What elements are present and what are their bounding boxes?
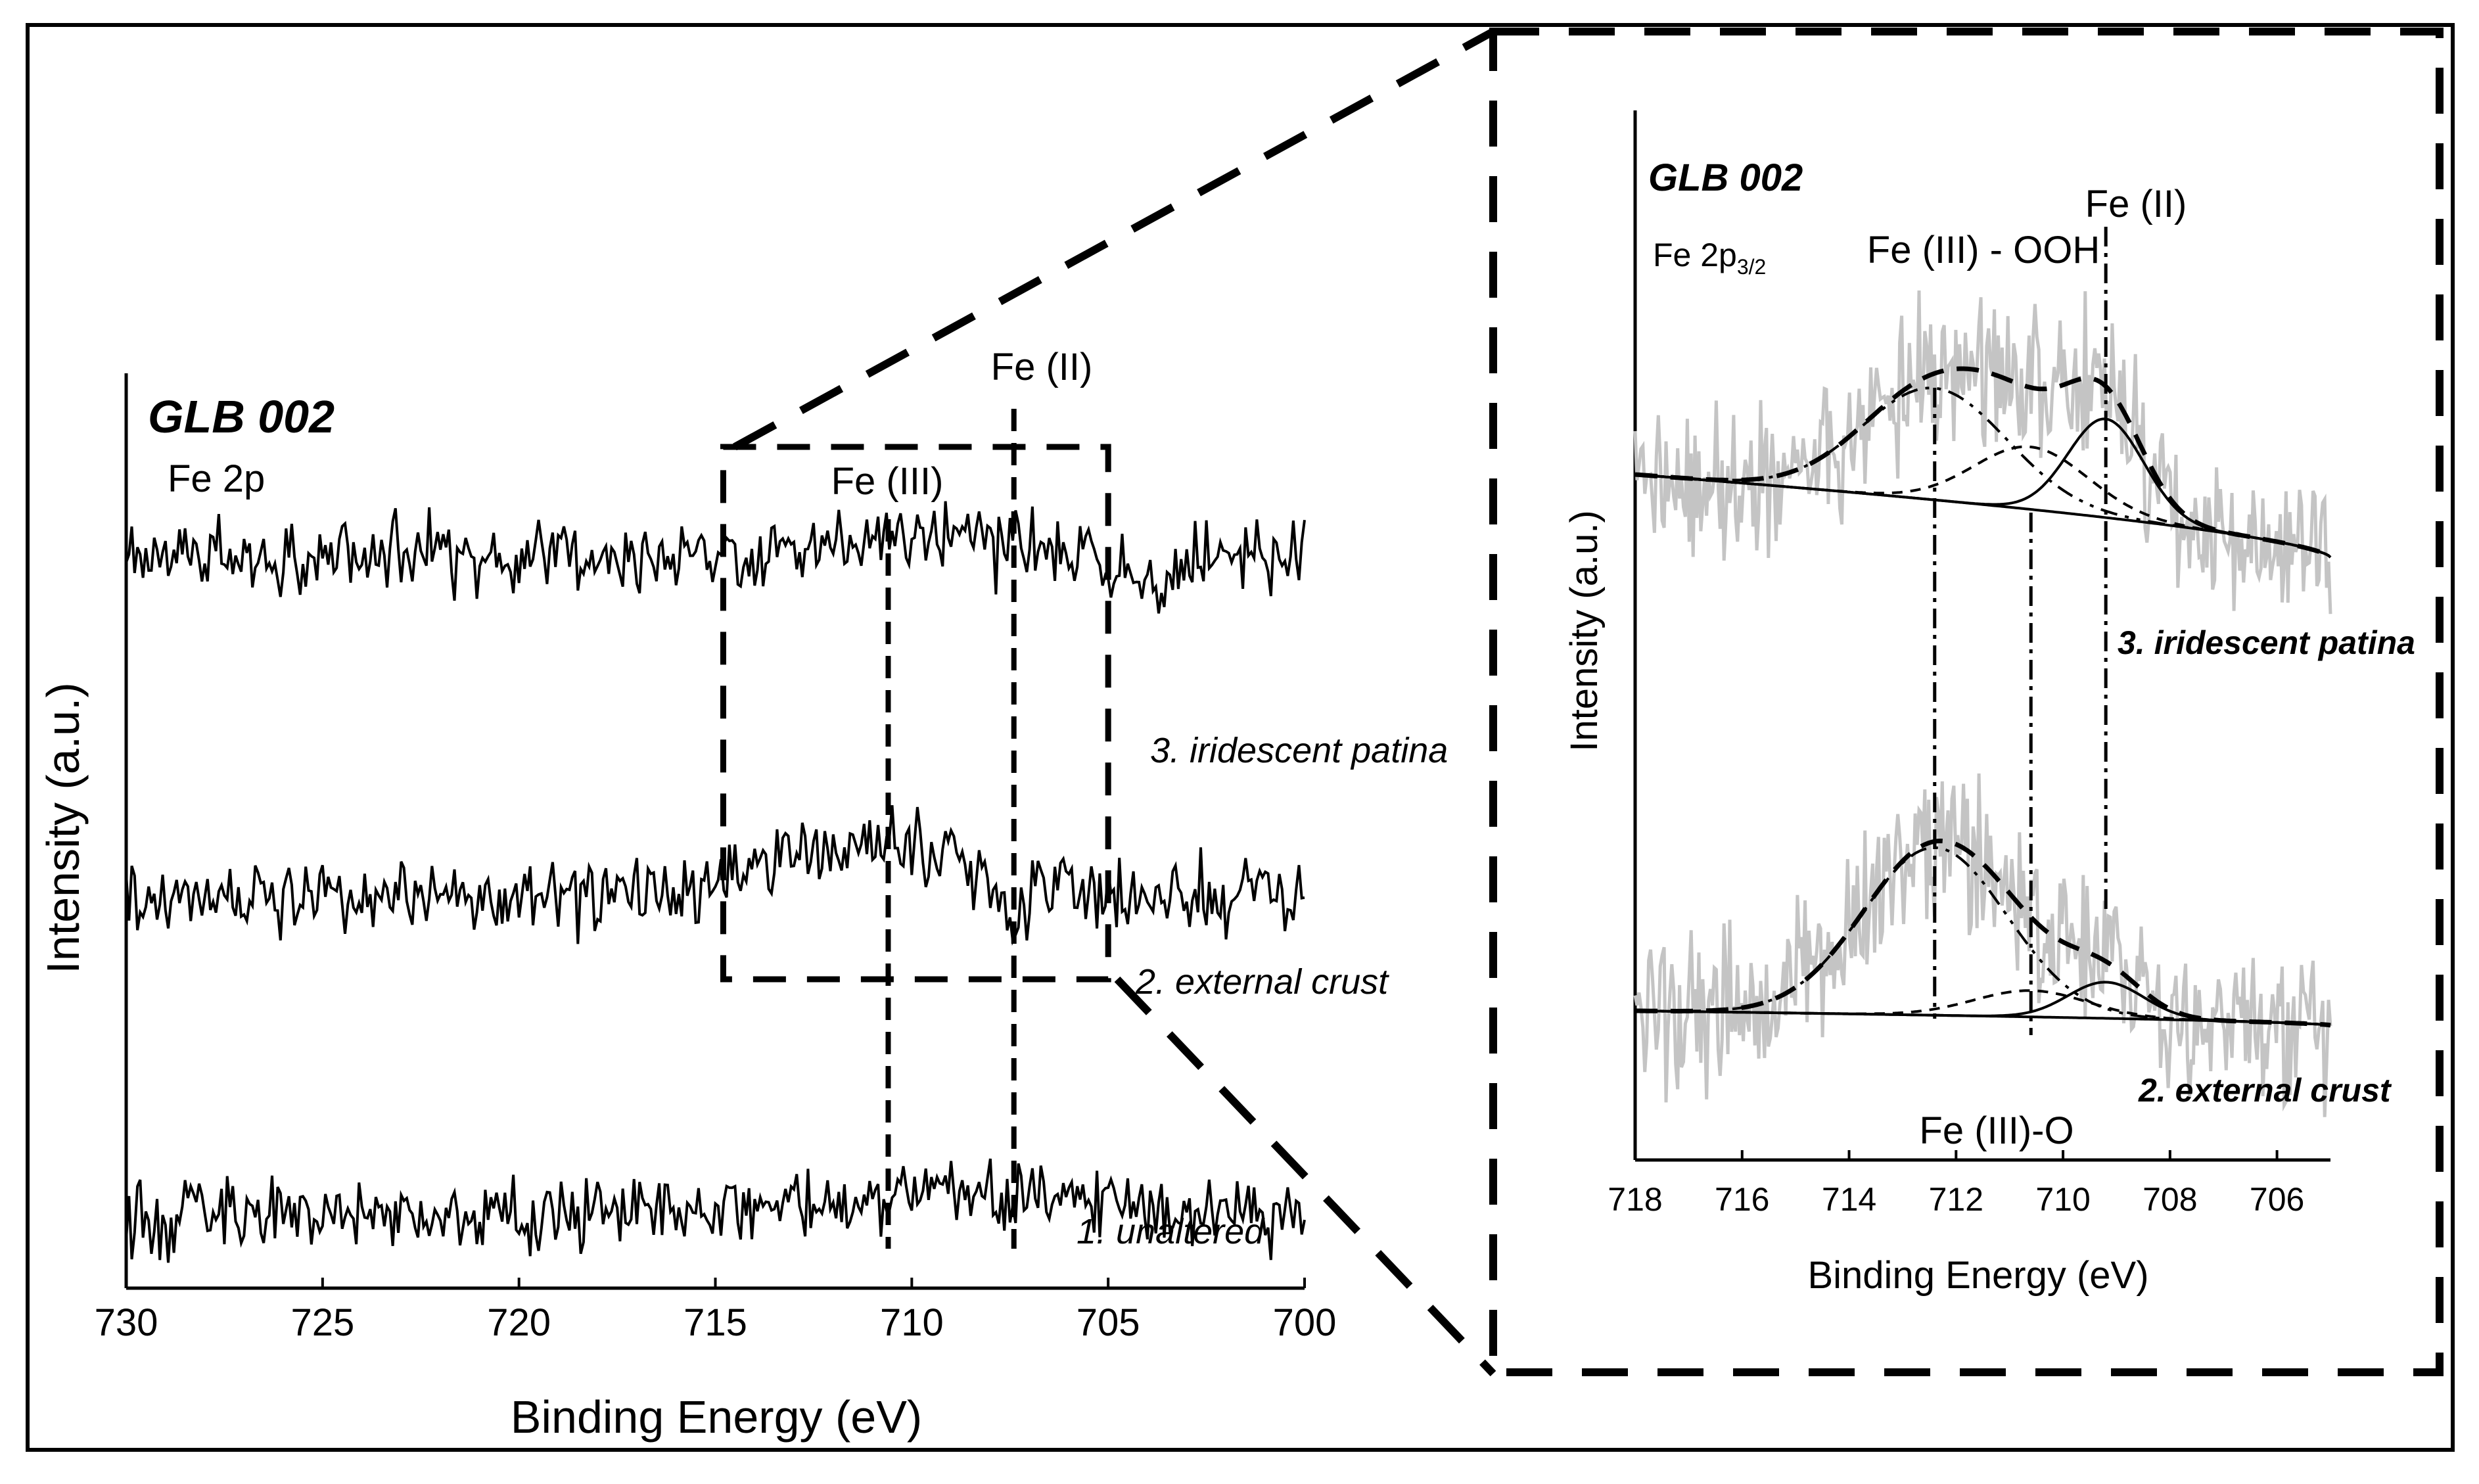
left-x-tick-label: 705 [1077, 1301, 1140, 1344]
left-x-tick-label: 725 [290, 1301, 354, 1344]
zoom-window [720, 444, 1111, 983]
right-x-tick-label: 718 [1608, 1181, 1662, 1218]
left-series-label-crust: 2. external crust [1135, 962, 1389, 1002]
left-spectra [125, 501, 1306, 1263]
right-x-tick-label: 716 [1715, 1181, 1769, 1218]
left-spectrum-line [125, 1158, 1306, 1263]
zoom-connector-bottom [1114, 976, 1496, 1377]
inset-frame [1489, 28, 2444, 1376]
left-series-label-patina: 3. iridescent patina [1150, 731, 1448, 770]
left-y-axis-label: Intensity (a.u.) [37, 682, 89, 974]
right-label-fe3-o: Fe (III)-O [1919, 1109, 2074, 1152]
right-series-label-patina: 3. iridescent patina [2118, 624, 2415, 661]
right-raw-spectra [1633, 290, 2332, 1117]
right-subtitle-sub: 3/2 [1737, 255, 1766, 279]
right-label-fe3-ooh: Fe (III) - OOH [1867, 229, 2100, 271]
left-subtitle: Fe 2p [168, 457, 265, 500]
right-raw-spectrum [1633, 773, 2332, 1117]
right-panel: 718 716 714 712 710 708 706 GLB 002 Fe 2p3/2 F… [1489, 28, 2444, 1376]
right-y-axis-label: Intensity (a.u.) [1563, 510, 1606, 751]
left-ref-label-fe2: Fe (II) [991, 346, 1093, 388]
left-title: GLB 002 [148, 391, 335, 442]
right-fe3-o-component [1635, 846, 2331, 1027]
right-x-tick-label: 706 [2250, 1181, 2304, 1218]
left-x-tick-label: 700 [1273, 1301, 1337, 1344]
right-subtitle-main: Fe 2p [1653, 237, 1737, 273]
right-x-tick-label: 714 [1822, 1181, 1876, 1218]
left-x-tick-label: 720 [487, 1301, 551, 1344]
left-panel: 730 725 720 715 710 705 700 GLB 002 Fe 2p Fe (… [37, 346, 1448, 1443]
left-x-tick-label: 730 [95, 1301, 158, 1344]
left-reference-lines [885, 409, 1017, 1249]
zoom-connector-top [733, 28, 1495, 451]
right-x-ticks: 718 716 714 712 710 708 706 [1608, 1150, 2304, 1218]
left-x-tick-label: 715 [683, 1301, 747, 1344]
figure-frame [26, 23, 2455, 1452]
right-series-label-crust: 2. external crust [2138, 1072, 2392, 1109]
right-envelope-line [1635, 838, 2331, 1028]
right-x-tick-label: 712 [1929, 1181, 1983, 1218]
right-envelope-line [1634, 366, 2332, 559]
left-spectrum-line [125, 805, 1305, 946]
right-label-fe2: Fe (II) [2085, 183, 2187, 225]
right-x-tick-label: 708 [2143, 1181, 2197, 1218]
left-x-axis-label: Binding Energy (eV) [511, 1391, 922, 1443]
right-title: GLB 002 [1648, 156, 1803, 199]
right-raw-spectrum [1633, 290, 2332, 614]
left-x-tick-label: 710 [880, 1301, 944, 1344]
right-fit-components [1634, 366, 2332, 1028]
left-spectrum-line [125, 501, 1306, 614]
right-subtitle: Fe 2p3/2 [1653, 237, 1766, 279]
left-ref-label-fe3: Fe (III) [831, 460, 944, 503]
left-series-label-unaltered: 1. unaltered [1077, 1212, 1265, 1251]
right-component-lines [1933, 227, 2108, 1035]
left-x-ticks: 730 725 720 715 710 705 700 [95, 1278, 1337, 1344]
right-x-tick-label: 710 [2035, 1181, 2090, 1218]
right-x-axis-label: Binding Energy (eV) [1807, 1254, 2148, 1297]
